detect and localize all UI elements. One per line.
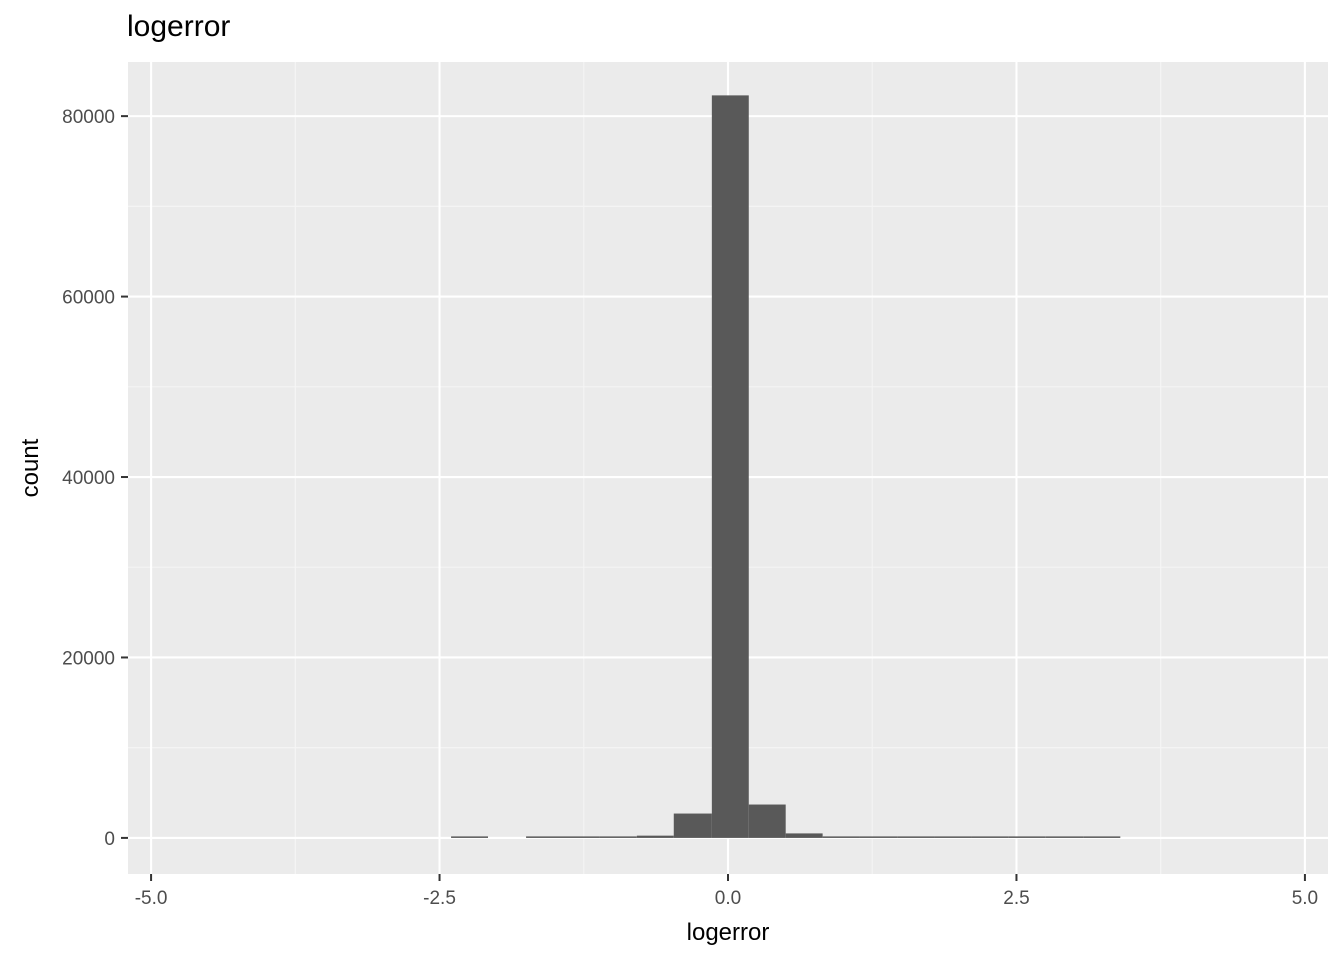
x-tick-label: -5.0 — [135, 888, 168, 909]
y-tick-label: 60000 — [62, 288, 115, 309]
histogram-bar — [1008, 836, 1046, 838]
histogram-bar — [1083, 836, 1121, 838]
y-tick-label: 20000 — [62, 648, 115, 669]
histogram-bar — [673, 813, 712, 838]
y-tick-label: 0 — [104, 829, 115, 850]
histogram-bar — [563, 836, 600, 838]
histogram-bar — [451, 836, 488, 838]
histogram-bar — [526, 836, 563, 838]
histogram-bar — [822, 836, 860, 838]
x-tick-label: 0.0 — [715, 888, 741, 909]
x-axis: -5.0 -2.5 0.0 2.5 5.0 — [135, 874, 1318, 909]
y-tick-label: 40000 — [62, 468, 115, 489]
histogram-bar — [897, 836, 935, 838]
histogram-bars — [451, 95, 1121, 838]
histogram-bar — [934, 836, 972, 838]
histogram-bar — [636, 835, 674, 838]
histogram-bar — [711, 95, 749, 838]
x-tick-label: 5.0 — [1292, 888, 1318, 909]
histogram-bar — [599, 836, 637, 838]
x-tick-label: 2.5 — [1003, 888, 1029, 909]
histogram-bar — [785, 833, 823, 838]
histogram-bar — [1045, 836, 1084, 838]
histogram-bar — [971, 836, 1009, 838]
y-tick-label: 80000 — [62, 107, 115, 128]
histogram-bar — [859, 836, 898, 838]
x-tick-label: -2.5 — [423, 888, 456, 909]
chart-title: logerror — [127, 10, 231, 43]
histogram-bar — [748, 804, 786, 838]
y-axis-title: count — [17, 438, 44, 497]
y-axis: 0 20000 40000 60000 80000 — [62, 107, 128, 850]
x-axis-title: logerror — [687, 919, 770, 946]
